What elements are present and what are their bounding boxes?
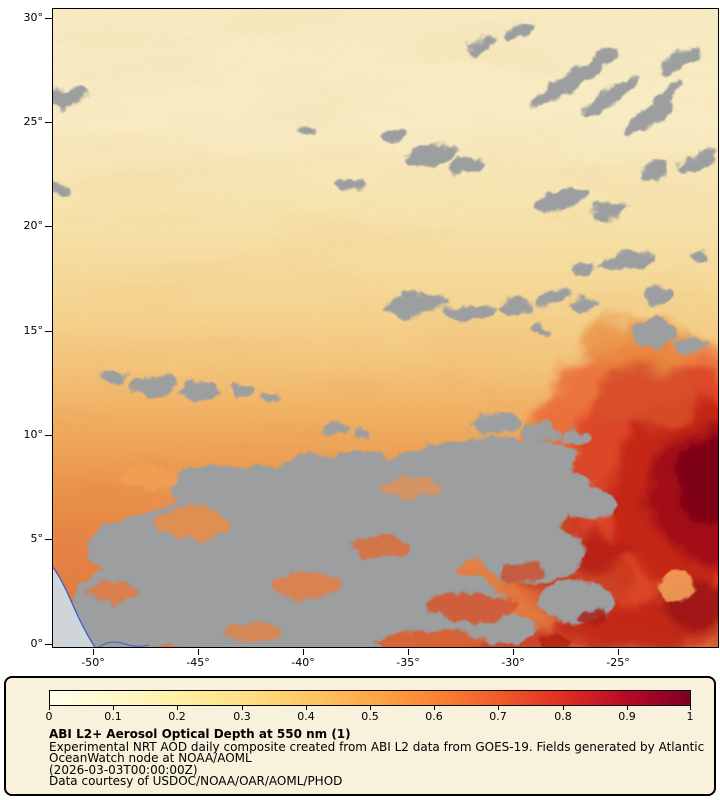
- lon-tick-label: -35°: [396, 656, 420, 669]
- colorbar-tick: [242, 706, 243, 710]
- colorbar-tick: [690, 706, 691, 710]
- colorbar-tick-label: 0.6: [425, 710, 443, 723]
- aerosol-patches: [87, 464, 699, 647]
- colorbar-tick-label: 0.4: [297, 710, 315, 723]
- lat-tick: [45, 435, 52, 436]
- lon-tick: [93, 649, 94, 655]
- lat-tick-label: 20°: [23, 219, 44, 232]
- lon-tick: [303, 649, 304, 655]
- lat-tick: [45, 122, 52, 123]
- land-area: [53, 566, 149, 647]
- colorbar-tick: [177, 706, 178, 710]
- colorbar-tick-label: 1: [686, 710, 694, 723]
- legend-title: ABI L2+ Aerosol Optical Depth at 550 nm …: [49, 727, 351, 741]
- lat-tick-label: 0°: [30, 637, 44, 650]
- colorbar-tick-label: 0.1: [104, 710, 122, 723]
- lat-tick: [45, 539, 52, 540]
- lon-tick-label: -30°: [501, 656, 525, 669]
- lat-tick: [45, 226, 52, 227]
- colorbar-tick-label: 0.2: [168, 710, 186, 723]
- colorbar-tick-label: 0.7: [489, 710, 507, 723]
- aod-raster-image: [53, 9, 718, 647]
- map-plot: [52, 8, 719, 648]
- legend-description-line2: OceanWatch node at NOAA/AOML: [49, 751, 252, 765]
- lon-tick-label: -45°: [186, 656, 210, 669]
- lon-tick-label: -40°: [291, 656, 315, 669]
- coastline: [53, 566, 96, 647]
- lon-tick: [198, 649, 199, 655]
- lat-tick-label: 5°: [30, 532, 44, 545]
- colorbar-tick-label: 0: [45, 710, 53, 723]
- lat-tick: [45, 644, 52, 645]
- lat-tick-label: 15°: [23, 324, 44, 337]
- colorbar-gradient: [49, 690, 691, 706]
- lat-tick: [45, 18, 52, 19]
- colorbar-tick-label: 0.8: [554, 710, 572, 723]
- colorbar-tick: [306, 706, 307, 710]
- colorbar-tick: [434, 706, 435, 710]
- lat-tick-label: 10°: [23, 428, 44, 441]
- legend-timestamp: (2026-03-03T00:00:00Z): [49, 763, 198, 777]
- colorbar-tick-label: 0.9: [618, 710, 636, 723]
- colorbar-tick: [113, 706, 114, 710]
- lat-tick-label: 30°: [23, 11, 44, 24]
- lon-tick: [408, 649, 409, 655]
- colorbar-tick: [49, 706, 50, 710]
- legend-box: 0 0.1 0.2 0.3 0.4 0.5 0.6 0.7 0.8 0.9 1 …: [4, 676, 716, 796]
- legend-credit: Data courtesy of USDOC/NOAA/OAR/AOML/PHO…: [49, 774, 343, 788]
- legend-description-line1: Experimental NRT AOD daily composite cre…: [49, 740, 705, 754]
- colorbar-tick: [370, 706, 371, 710]
- lon-tick-label: -50°: [81, 656, 105, 669]
- lon-tick: [618, 649, 619, 655]
- lat-tick-label: 25°: [23, 115, 44, 128]
- lat-tick: [45, 331, 52, 332]
- colorbar-tick-label: 0.3: [233, 710, 251, 723]
- colorbar-tick: [563, 706, 564, 710]
- lon-tick: [513, 649, 514, 655]
- colorbar-tick: [627, 706, 628, 710]
- colorbar-tick: [498, 706, 499, 710]
- colorbar-tick-label: 0.5: [361, 710, 379, 723]
- lon-tick-label: -25°: [606, 656, 630, 669]
